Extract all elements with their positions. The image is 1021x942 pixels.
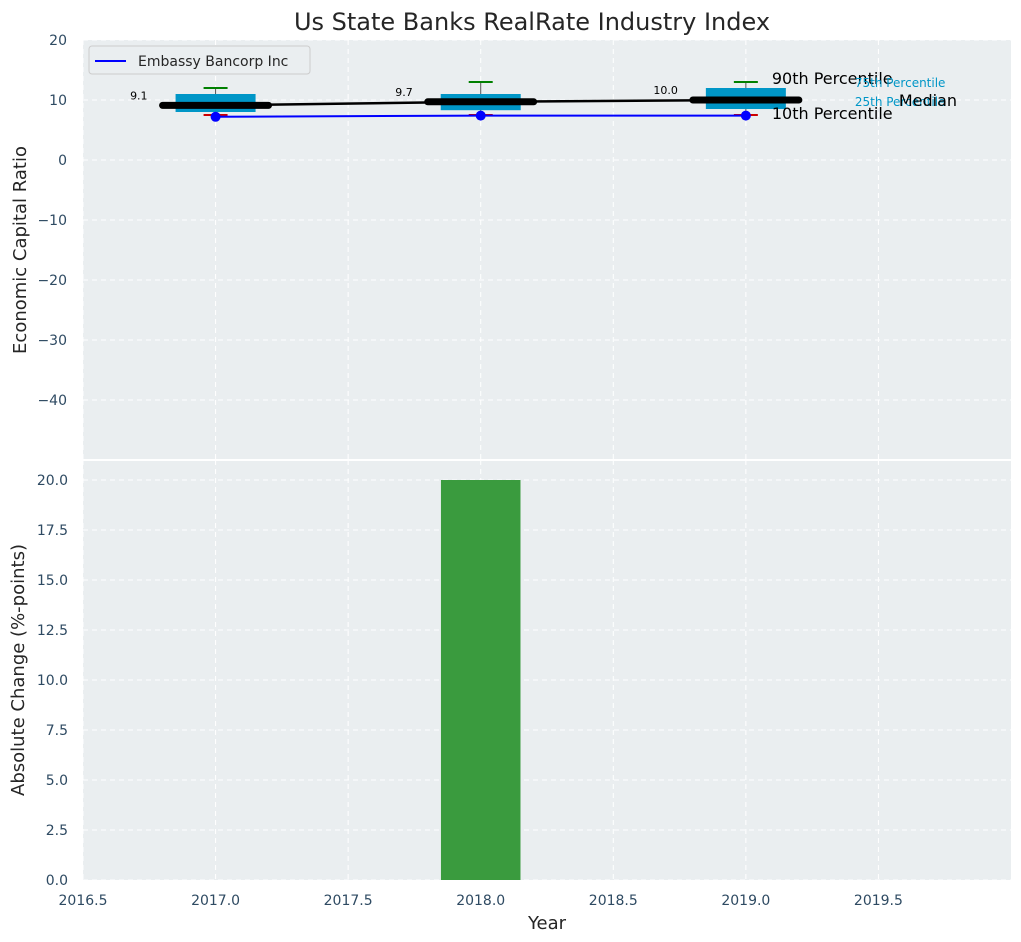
bottom-y-tick-label: 20.0 (37, 473, 68, 489)
top-y-tick-label: −20 (37, 273, 67, 289)
x-tick-label: 2017.5 (324, 893, 373, 909)
median-line (215, 98, 746, 107)
x-tick-label: 2019.0 (721, 893, 770, 909)
annotation-p90: 90th Percentile (772, 69, 893, 88)
x-tick-label: 2018.5 (589, 893, 638, 909)
annotation-p25: 25th Percentile (855, 95, 946, 109)
bottom-y-tick-label: 10.0 (37, 673, 68, 689)
bottom-y-axis-label: Absolute Change (%-points) (8, 544, 29, 796)
bottom-y-tick-label: 17.5 (37, 523, 68, 539)
x-tick-label: 2017.0 (191, 893, 240, 909)
x-tick-label: 2016.5 (59, 893, 108, 909)
legend: Embassy Bancorp Inc (88, 45, 311, 75)
median-value-label: 9.1 (130, 89, 148, 102)
x-tick-label: 2018.0 (456, 893, 505, 909)
top-y-tick-label: −10 (37, 213, 67, 229)
bottom-y-tick-label: 12.5 (37, 623, 68, 639)
x-axis-label: Year (527, 913, 567, 934)
top-y-tick-label: 10 (49, 93, 67, 109)
bottom-panel: 2016.5 2017.0 2017.5 2018.0 2018.5 2019.0 2019… (37, 459, 1011, 909)
bottom-plot-area (83, 460, 1011, 880)
top-y-axis-label: Economic Capital Ratio (10, 146, 31, 354)
legend-label-embassy: Embassy Bancorp Inc (138, 54, 288, 70)
change-bar (440, 480, 521, 880)
series-point (475, 110, 486, 121)
series-point (740, 110, 751, 121)
median-value-label: 10.0 (653, 84, 678, 97)
bottom-y-tick-label: 5.0 (46, 773, 68, 789)
annotation-p10: 10th Percentile (772, 104, 893, 123)
annotation-median: Median (899, 91, 957, 110)
annotation-p75: 75th Percentile (855, 76, 946, 90)
bottom-y-tick-label: 15.0 (37, 573, 68, 589)
median-value-label: 9.7 (395, 86, 413, 99)
bottom-y-tick-label: 7.5 (46, 723, 68, 739)
series-point (210, 111, 221, 122)
chart-title: Us State Banks RealRate Industry Index (294, 8, 770, 36)
top-y-tick-label: −40 (37, 393, 67, 409)
top-y-tick-label: −30 (37, 333, 67, 349)
top-panel: 20 10 0 −10 −20 −30 −40 9.1 9.7 10.0 90th Percenti… (37, 33, 1011, 460)
top-y-tick-label: 0 (58, 153, 67, 169)
bottom-y-tick-label: 2.5 (46, 823, 68, 839)
bottom-y-tick-label: 0.0 (46, 873, 68, 889)
x-tick-label: 2019.5 (854, 893, 903, 909)
legend-frame (88, 45, 311, 75)
top-y-tick-label: 20 (49, 33, 67, 49)
